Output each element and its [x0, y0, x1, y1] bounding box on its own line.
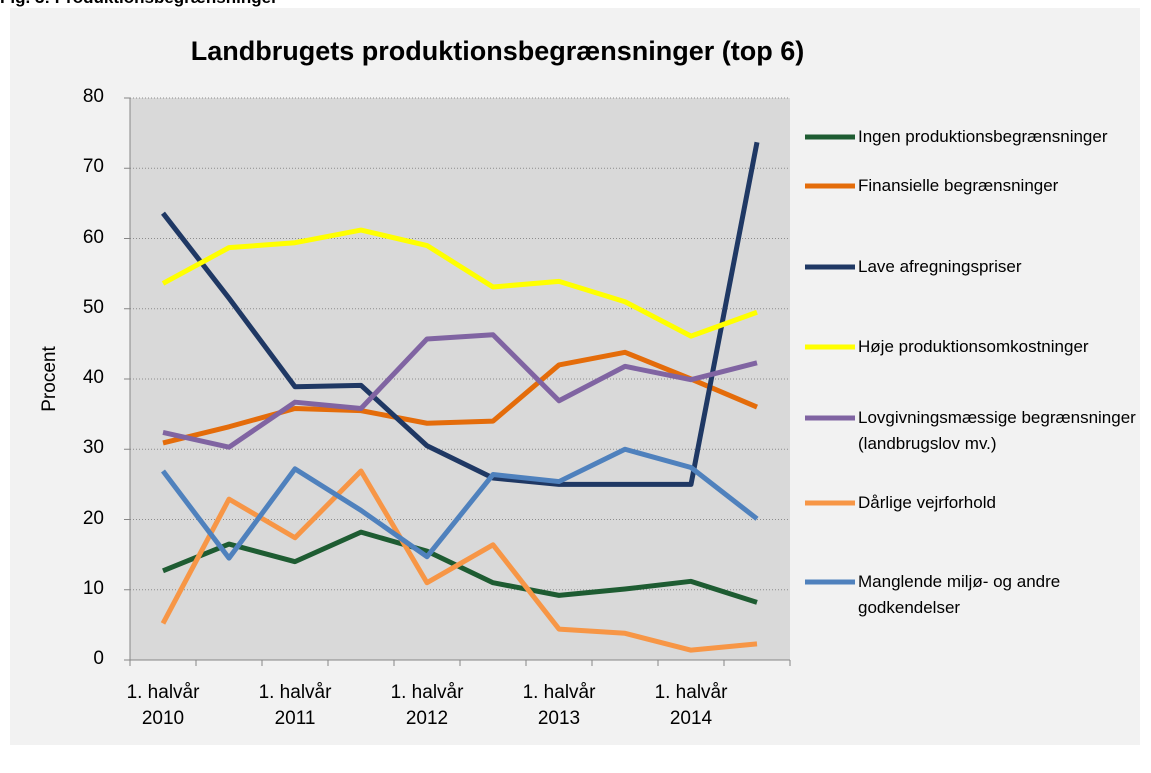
x-tick-label: 1. halvår 2011: [258, 682, 332, 729]
y-tick-label: 0: [93, 648, 104, 669]
series-line: [161, 141, 760, 487]
legend-label: Lave afregningspriser: [858, 257, 1022, 276]
y-tick-label: 50: [82, 296, 104, 318]
y-tick-label: 10: [82, 577, 104, 599]
y-tick-label: 40: [82, 367, 104, 388]
y-tick-label: 80: [82, 86, 104, 107]
legend-label: Dårlige vejrforhold: [858, 493, 996, 512]
series-line: [161, 227, 758, 339]
legend-label: Ingen produktionsbegrænsninger: [858, 127, 1108, 146]
legend-label: Lovgivningsmæssige begrænsninger (landbr…: [858, 408, 1136, 453]
chart-title: Landbrugets produktionsbegrænsninger (to…: [190, 36, 805, 66]
series-line: [162, 529, 758, 605]
legend-label: Høje produktionsomkostninger: [858, 337, 1089, 356]
x-tick-label: 1. halvår 2010: [126, 682, 200, 729]
series-line: [162, 332, 758, 450]
x-tick-label: 1. halvår 2014: [654, 682, 728, 729]
legend-label: Finansielle begrænsninger: [858, 176, 1059, 195]
y-tick-label: 70: [82, 156, 104, 178]
y-tick-label: 60: [82, 226, 104, 248]
y-tick-label: 20: [82, 507, 104, 529]
x-tick-label: 1. halvår 2012: [390, 682, 464, 729]
series-line: [161, 446, 759, 561]
legend-label: Manglende miljø- og andre godkendelser: [858, 572, 1061, 617]
x-tick-label: 1. halvår 2013: [522, 682, 596, 729]
y-tick-label: 30: [82, 437, 104, 459]
series-line: [162, 349, 758, 446]
series-line: [160, 468, 758, 653]
caption: Fig. 3: Produktionsbegrænsninger: [0, 0, 278, 8]
